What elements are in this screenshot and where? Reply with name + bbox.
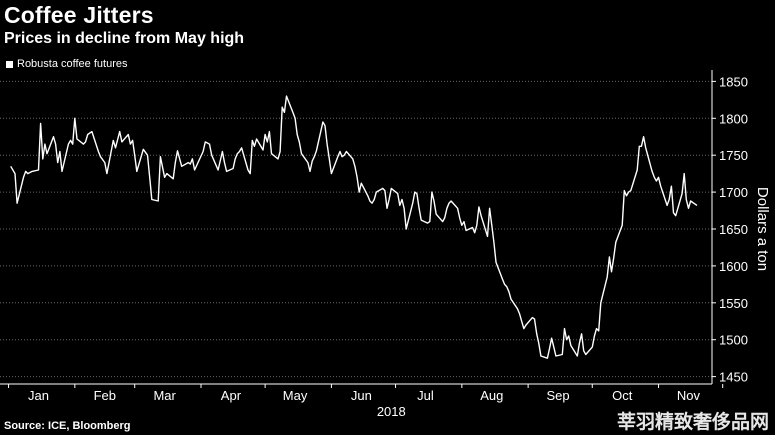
y-tick-label: 1650 (719, 222, 748, 237)
x-tick-label: Jan (28, 388, 49, 403)
source-note: Source: ICE, Bloomberg (4, 420, 131, 432)
watermark: 莘羽精致奢侈品网 (616, 412, 769, 433)
x-tick-label: May (283, 388, 308, 403)
legend-swatch (6, 60, 13, 68)
x-tick-label: Mar (153, 388, 176, 403)
y-tick-label: 1800 (719, 111, 748, 126)
x-tick-label: Sep (546, 388, 569, 403)
x-tick-label: Feb (94, 388, 116, 403)
x-tick-label: Jun (351, 388, 372, 403)
series-line-robusta (10, 95, 698, 359)
chart-subtitle: Prices in decline from May high (4, 30, 245, 47)
chart-title: Coffee Jitters (4, 2, 154, 28)
y-tick-label: 1550 (719, 296, 748, 311)
y-tick-label: 1450 (719, 370, 748, 385)
legend: Robusta coffee futures (6, 58, 127, 70)
x-axis-year-label: 2018 (377, 404, 406, 419)
x-tick-label: Aug (480, 388, 503, 403)
x-tick-label: Apr (221, 388, 242, 403)
y-tick-label: 1700 (719, 185, 748, 200)
y-tick-label: 1500 (719, 333, 748, 348)
y-tick-label: 1600 (719, 259, 748, 274)
y-tick-label: 1850 (719, 74, 748, 89)
legend-label: Robusta coffee futures (17, 58, 128, 70)
x-tick-label: Jul (417, 388, 434, 403)
y-axis-title: Dollars a ton (754, 187, 771, 271)
y-tick-label: 1750 (719, 148, 748, 163)
x-tick-label: Nov (677, 388, 701, 403)
x-tick-label: Oct (612, 388, 633, 403)
